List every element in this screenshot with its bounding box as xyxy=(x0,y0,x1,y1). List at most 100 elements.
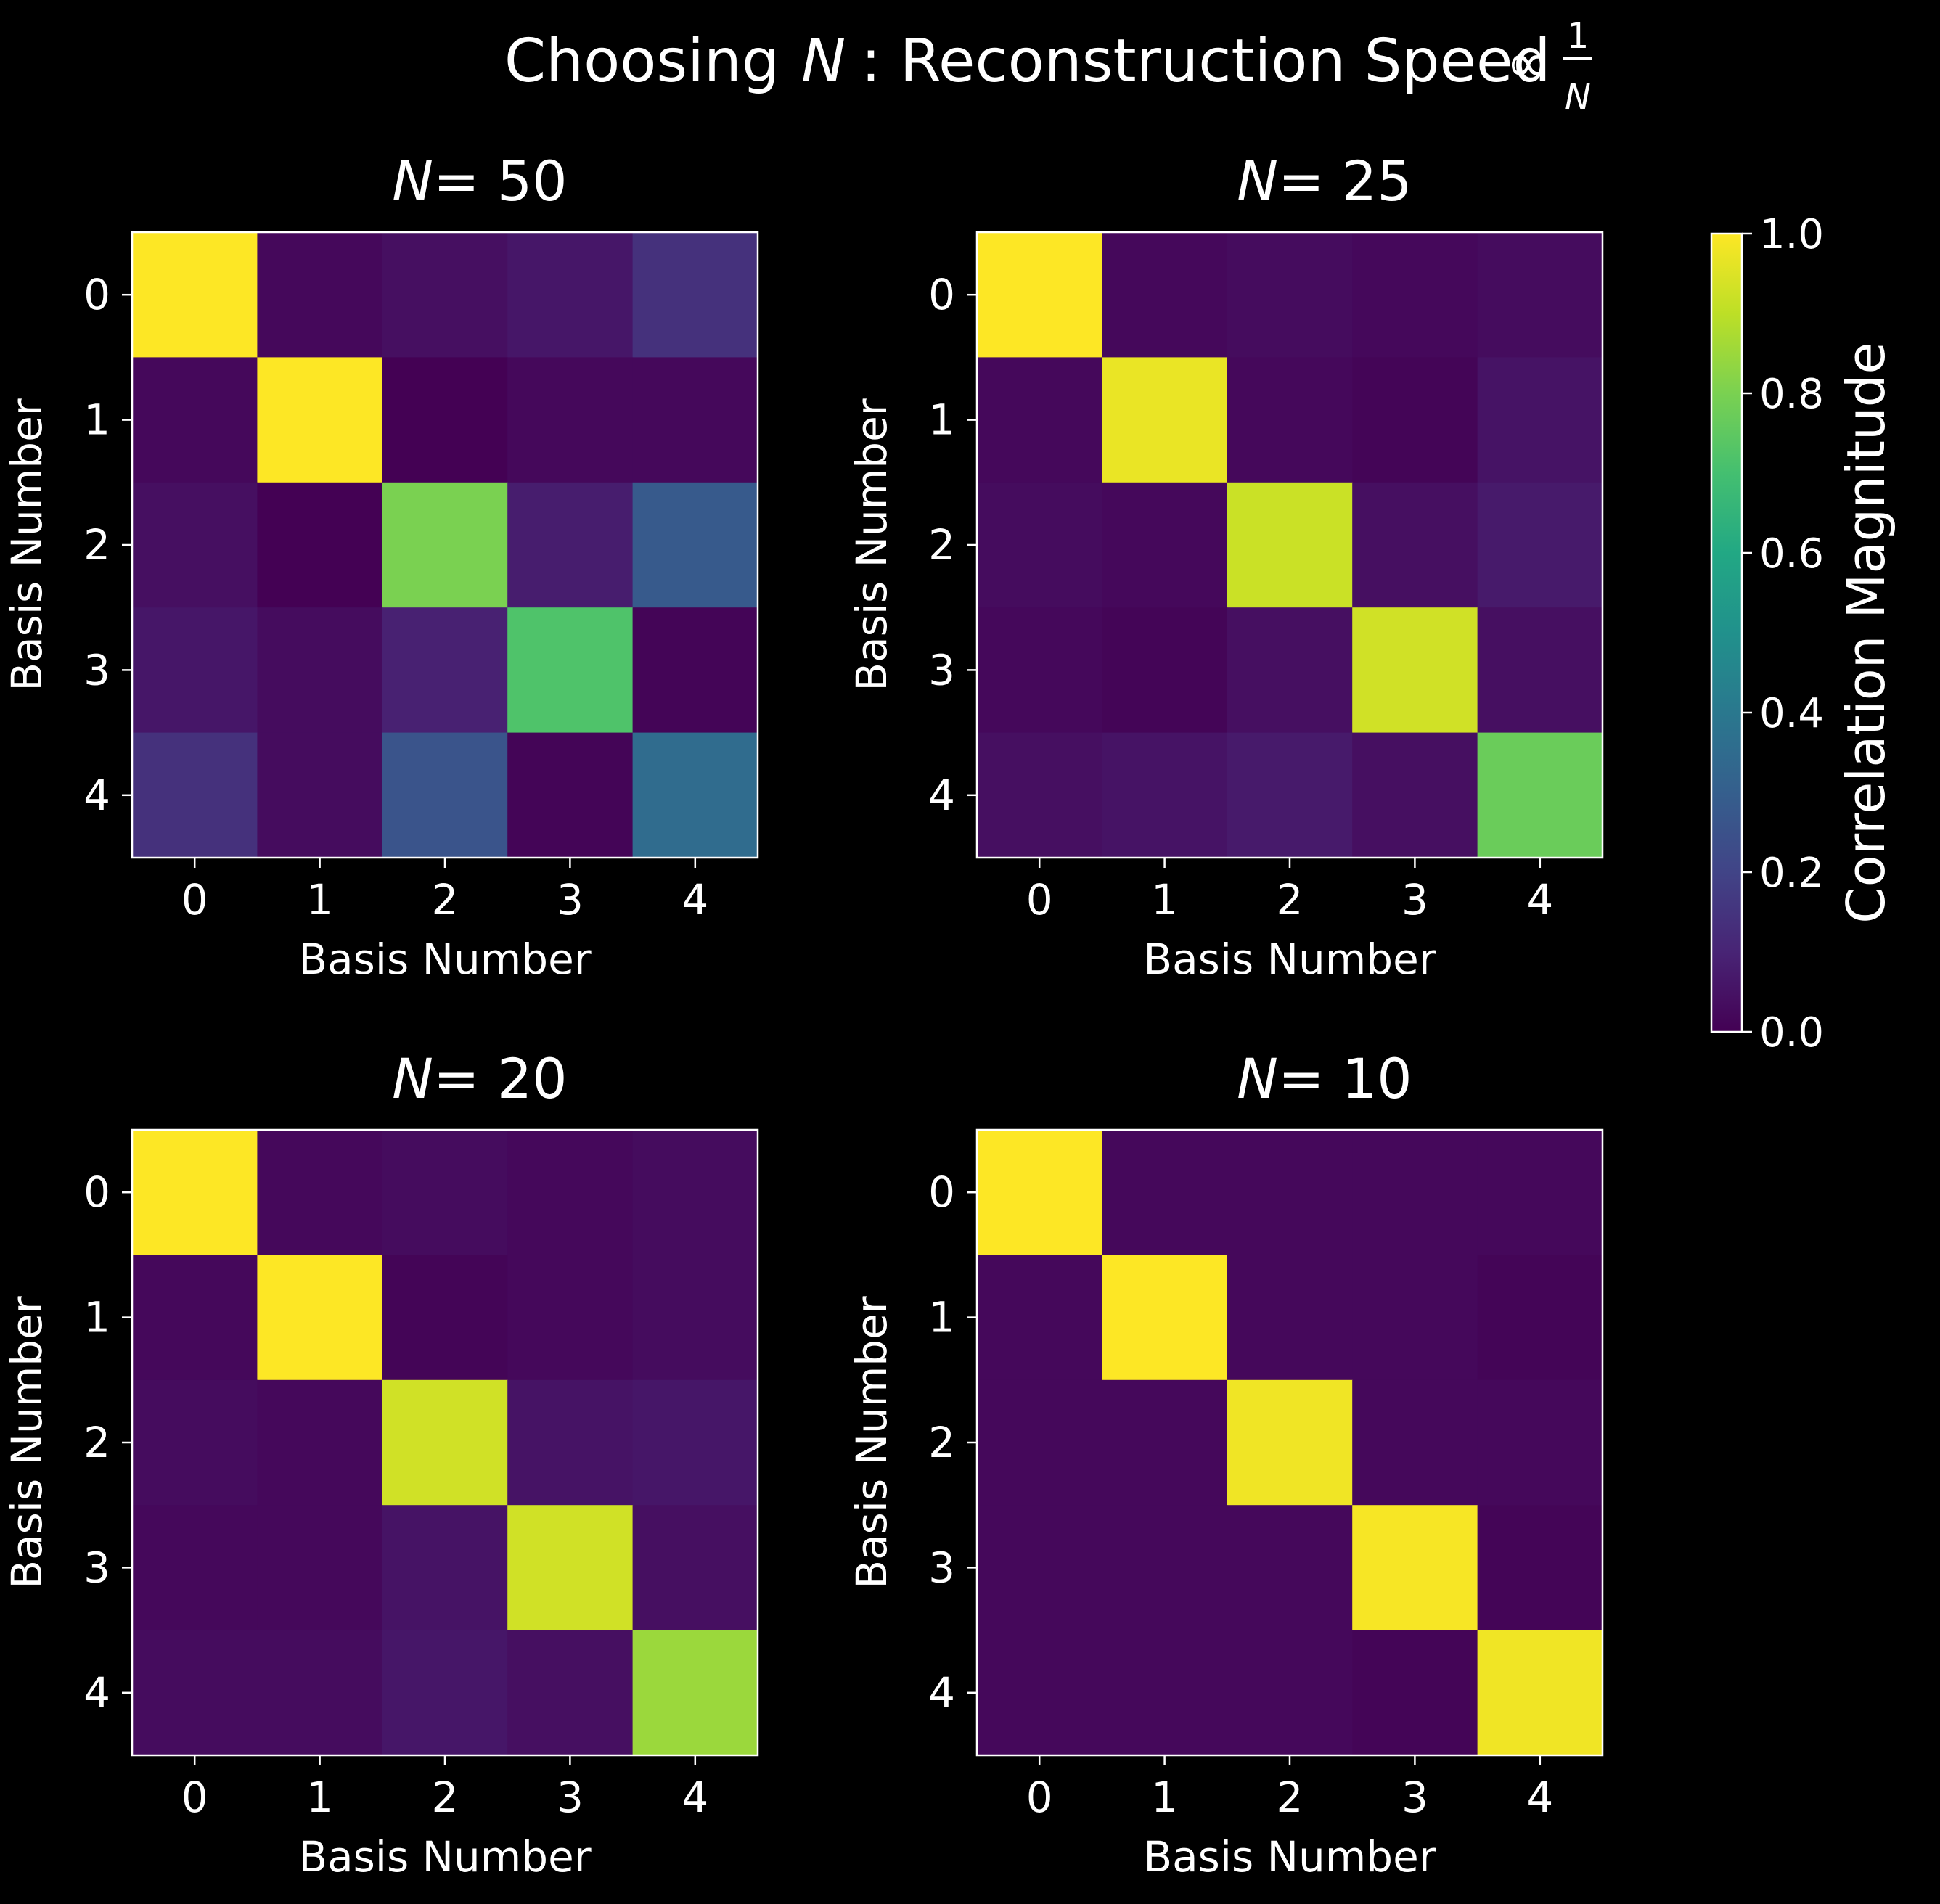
colorbar-tick-label: 0.6 xyxy=(1759,530,1824,578)
heatmap-cell xyxy=(257,1130,383,1255)
y-tick-label: 1 xyxy=(928,395,955,445)
heatmap-cell xyxy=(1227,1505,1353,1631)
heatmap-cell xyxy=(1477,1255,1603,1381)
heatmap-cell xyxy=(1477,1505,1603,1631)
x-tick-label: 2 xyxy=(1277,875,1303,924)
heatmap-cell xyxy=(507,1630,634,1756)
x-tick-label: 1 xyxy=(1151,875,1178,924)
y-tick-label: 3 xyxy=(83,645,110,694)
x-tick-label: 4 xyxy=(1526,875,1553,924)
heatmap-title-eq: = 25 xyxy=(1278,149,1412,213)
heatmap-cell xyxy=(1352,1505,1478,1631)
heatmap-cell xyxy=(257,1379,383,1506)
heatmap-cell xyxy=(1102,1379,1228,1506)
heatmap-cell xyxy=(1477,357,1603,483)
y-tick-label: 4 xyxy=(928,771,955,820)
heatmap-cell xyxy=(1102,607,1228,734)
heatmap-cell xyxy=(632,1255,758,1381)
heatmap-cell xyxy=(1477,232,1603,358)
heatmap-cell xyxy=(1352,232,1478,358)
heatmap-cell xyxy=(257,607,383,734)
heatmap-cell xyxy=(132,1505,258,1631)
heatmap-cell xyxy=(132,1379,258,1506)
heatmap-cell xyxy=(1477,1379,1603,1506)
heatmap-cell xyxy=(507,232,634,358)
colorbar-tick-label: 1.0 xyxy=(1759,211,1824,258)
y-tick-label: 3 xyxy=(928,645,955,694)
heatmap-cell xyxy=(977,1379,1102,1506)
y-tick-label: 3 xyxy=(83,1543,110,1592)
y-axis-label: Basis Number xyxy=(2,1296,52,1588)
heatmap-cell xyxy=(507,357,634,483)
x-tick-label: 3 xyxy=(557,1773,584,1822)
y-tick-label: 1 xyxy=(83,1293,110,1342)
heatmap-cell xyxy=(507,1505,634,1631)
heatmap-cell xyxy=(382,732,508,858)
heatmap-cell xyxy=(632,482,758,608)
heatmap-title-var: N xyxy=(392,149,433,213)
x-tick-label: 4 xyxy=(1526,1773,1553,1822)
heatmap-cell xyxy=(382,482,508,608)
heatmap-cell xyxy=(632,1630,758,1756)
heatmap-cell xyxy=(132,232,258,358)
x-tick-label: 3 xyxy=(1401,875,1428,924)
y-tick-label: 0 xyxy=(83,270,110,319)
y-tick-label: 1 xyxy=(83,395,110,445)
heatmap-cell xyxy=(1227,482,1353,608)
heatmap-cell xyxy=(977,357,1102,483)
heatmap-cell xyxy=(1352,357,1478,483)
heatmap-cell xyxy=(1352,732,1478,858)
heatmap-cell xyxy=(257,1505,383,1631)
x-tick-label: 0 xyxy=(1026,1773,1053,1822)
x-tick-label: 4 xyxy=(682,875,708,924)
heatmap-cell xyxy=(1352,1130,1478,1255)
colorbar: 0.0 0.2 0.4 0.6 0.8 1.0 Correlation Magnitude xyxy=(1710,211,1896,1056)
heatmap-panel-1: N = 25 0 1 2 3 4 0 1 2 3 4 Basis Number Basis Number xyxy=(847,149,1604,984)
heatmap-cell xyxy=(1227,732,1353,858)
heatmap-cell xyxy=(1352,1630,1478,1756)
heatmap-cell xyxy=(977,1630,1102,1756)
heatmap-cell xyxy=(632,232,758,358)
heatmap-cell xyxy=(507,607,634,734)
y-tick-label: 4 xyxy=(83,1668,110,1718)
figure-title-frac-denominator: N xyxy=(1565,77,1591,118)
heatmap-cell xyxy=(977,732,1102,858)
heatmap-cell xyxy=(632,732,758,858)
heatmap-cell xyxy=(1102,1130,1228,1255)
x-tick-label: 0 xyxy=(181,875,208,924)
heatmap-title-eq: = 50 xyxy=(433,149,568,213)
heatmap-cell xyxy=(632,607,758,734)
heatmap-cell xyxy=(1227,232,1353,358)
y-tick-label: 1 xyxy=(928,1293,955,1342)
heatmap-cell xyxy=(257,357,383,483)
heatmap-cell xyxy=(257,232,383,358)
heatmap-cell xyxy=(1352,482,1478,608)
heatmap-cell xyxy=(257,1630,383,1756)
heatmap-cell xyxy=(382,1505,508,1631)
x-tick-label: 2 xyxy=(1277,1773,1303,1822)
heatmap-cell xyxy=(132,1255,258,1381)
x-tick-label: 3 xyxy=(557,875,584,924)
heatmap-cell xyxy=(382,1255,508,1381)
y-tick-label: 0 xyxy=(928,1168,955,1217)
heatmap-cell xyxy=(977,232,1102,358)
heatmap-cell xyxy=(977,1505,1102,1631)
heatmap-cell xyxy=(382,1379,508,1506)
heatmap-cell xyxy=(632,357,758,483)
heatmap-panel-0: N = 50 0 1 2 3 4 0 1 2 3 4 Basis Number Basis Number xyxy=(2,149,759,984)
figure-title-prop-symbol: ∝ xyxy=(1506,32,1544,94)
heatmap-title-eq: = 10 xyxy=(1278,1046,1412,1111)
heatmap-cell xyxy=(257,732,383,858)
heatmap-cell xyxy=(1227,607,1353,734)
figure-title-frac-numerator: 1 xyxy=(1567,16,1589,57)
y-tick-label: 2 xyxy=(83,1418,110,1467)
heatmap-cell xyxy=(1352,1255,1478,1381)
heatmap-panel-2: N = 20 0 1 2 3 4 0 1 2 3 4 Basis Number Basis Number xyxy=(2,1046,759,1882)
heatmap-cell xyxy=(977,1130,1102,1255)
y-tick-label: 0 xyxy=(83,1168,110,1217)
heatmap-cell xyxy=(1352,607,1478,734)
colorbar-ticks: 0.0 0.2 0.4 0.6 0.8 1.0 xyxy=(1742,211,1824,1056)
heatmap-cell xyxy=(632,1379,758,1506)
heatmap-cell xyxy=(1102,232,1228,358)
heatmap-cell xyxy=(1227,1255,1353,1381)
